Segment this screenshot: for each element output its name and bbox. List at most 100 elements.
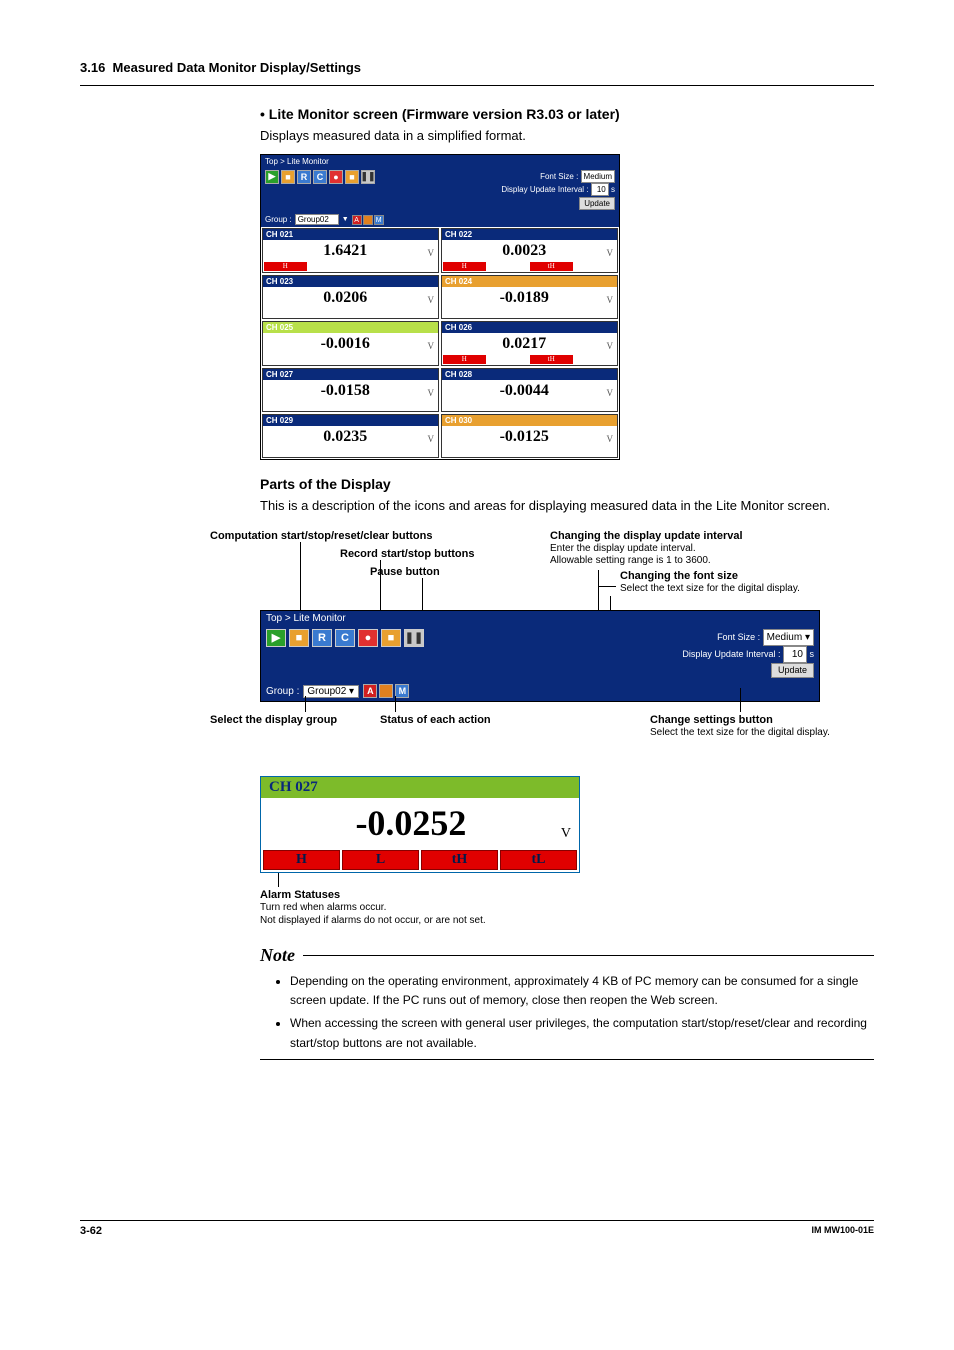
toolbar-button[interactable]: ■	[381, 629, 401, 647]
channel-tile: CH 027-0.0158V	[262, 368, 439, 412]
label-font-size: Changing the font size Select the text s…	[620, 570, 860, 594]
annot-breadcrumb: Top > Lite Monitor	[261, 611, 819, 626]
channel-tile: CH 030-0.0125V	[441, 414, 618, 458]
channel-tile: CH 0230.0206V	[262, 275, 439, 319]
section-title: Measured Data Monitor Display/Settings	[113, 60, 362, 75]
big-tile: CH 027 -0.0252 V HLtHtL	[260, 776, 580, 873]
alarm-flag: tH	[421, 850, 498, 870]
tile-unit: V	[428, 434, 435, 446]
alarm-flag: H	[443, 355, 486, 364]
note-end-rule	[260, 1059, 874, 1060]
doc-id: IM MW100-01E	[811, 1225, 874, 1237]
note-item: Depending on the operating environment, …	[290, 972, 874, 1010]
group-select[interactable]: Group02	[295, 214, 339, 225]
toolbar-button[interactable]: ■	[281, 170, 295, 184]
tile-unit: V	[607, 341, 614, 353]
annot-group-status: AM	[363, 684, 409, 698]
tile-channel: CH 022	[442, 229, 617, 240]
tile-unit: V	[428, 248, 435, 260]
content-area: Lite Monitor screen (Firmware version R3…	[260, 106, 874, 1060]
tile-value: 0.0023	[442, 242, 607, 260]
channel-tile: CH 022 0.0023V HtH	[441, 228, 618, 273]
alarm-flag	[574, 262, 617, 271]
tile-unit: V	[607, 248, 614, 260]
tile-channel: CH 024	[442, 276, 617, 287]
font-size-label: Font Size :	[540, 172, 578, 181]
note-item: When accessing the screen with general u…	[290, 1014, 874, 1052]
toolbar-button[interactable]: C	[313, 170, 327, 184]
annot-buttons: ▶■RC●■❚❚	[266, 629, 424, 647]
note-rule	[303, 955, 874, 956]
page-number: 3-62	[80, 1225, 102, 1237]
annot-interval-input[interactable]: 10	[783, 646, 807, 663]
tile-unit: V	[607, 434, 614, 446]
toolbar-button[interactable]: ▶	[265, 170, 279, 184]
tile-value: -0.0158	[263, 382, 428, 400]
status-indicator	[379, 684, 393, 698]
toolbar-button[interactable]: ❚❚	[361, 170, 375, 184]
toolbar-button[interactable]: R	[312, 629, 332, 647]
toolbar-button[interactable]: ▶	[266, 629, 286, 647]
channel-tile: CH 0290.0235V	[262, 414, 439, 458]
annot-toolbar-mid: ▶■RC●■❚❚ Font Size : Medium ▾ Display Up…	[261, 626, 819, 682]
annot-group-select[interactable]: Group02 ▾	[303, 685, 359, 698]
status-indicator: M	[374, 215, 384, 225]
alarm-flag: H	[264, 262, 307, 271]
toolbar-button[interactable]: ■	[345, 170, 359, 184]
toolbar-button[interactable]: ■	[289, 629, 309, 647]
group-label: Group :	[265, 215, 292, 224]
group-status-buttons: AM	[352, 215, 384, 225]
label-update-interval: Changing the display update interval Ent…	[550, 530, 800, 566]
toolbar-button[interactable]: C	[335, 629, 355, 647]
section-rule	[80, 85, 874, 86]
note-heading: Note	[260, 945, 874, 966]
alarm-flag: tL	[500, 850, 577, 870]
annot-group-label: Group :	[266, 686, 299, 697]
tile-value: -0.0044	[442, 382, 607, 400]
parts-text: This is a description of the icons and a…	[260, 496, 874, 516]
leader-line	[740, 688, 741, 712]
alarm-flag	[308, 262, 351, 271]
alarm-flag	[487, 262, 530, 271]
intro-text: Displays measured data in a simplified f…	[260, 126, 874, 146]
font-size-select[interactable]: Medium	[581, 170, 615, 183]
lite-toolbar: ▶■RC●■❚❚ Font Size : Medium Display Upda…	[261, 168, 619, 213]
toolbar-button[interactable]: ●	[358, 629, 378, 647]
toolbar-button[interactable]: ●	[329, 170, 343, 184]
parts-heading: Parts of the Display	[260, 476, 874, 492]
toolbar-buttons: ▶■RC●■❚❚	[265, 170, 375, 184]
tile-channel: CH 021	[263, 229, 438, 240]
tile-channel: CH 028	[442, 369, 617, 380]
status-indicator: M	[395, 684, 409, 698]
tile-channel: CH 023	[263, 276, 438, 287]
page-footer: 3-62 IM MW100-01E	[80, 1220, 874, 1237]
tile-value: 1.6421	[263, 242, 428, 260]
label-record: Record start/stop buttons	[340, 548, 474, 560]
tile-value: -0.0125	[442, 428, 607, 446]
leader-line	[395, 696, 396, 712]
alarm-caption-1: Turn red when alarms occur.	[260, 901, 874, 914]
tile-value: -0.0016	[263, 335, 428, 353]
tile-channel: CH 027	[263, 369, 438, 380]
label-select-group: Select the display group	[210, 714, 350, 726]
annot-bottom-labels: Select the display group Status of each …	[260, 708, 874, 750]
tile-value: 0.0235	[263, 428, 428, 446]
update-button[interactable]: Update	[579, 197, 615, 210]
annotated-toolbar-figure: Computation start/stop/reset/clear butto…	[260, 530, 874, 751]
toolbar-button[interactable]: ❚❚	[404, 629, 424, 647]
label-status: Status of each action	[380, 714, 491, 726]
big-tile-figure: CH 027 -0.0252 V HLtHtL Alarm Statuses T…	[260, 776, 874, 927]
group-row: Group : Group02▼ AM	[261, 212, 619, 227]
interval-input[interactable]: 10	[591, 183, 609, 196]
lite-monitor-screenshot: Top > Lite Monitor ▶■RC●■❚❚ Font Size : …	[260, 154, 620, 461]
channel-tile: CH 025-0.0016V	[262, 321, 439, 366]
tile-alarms: HtH	[442, 262, 617, 272]
leader-line	[278, 873, 279, 887]
label-change-settings: Change settings button Select the text s…	[650, 714, 880, 738]
annot-font-select[interactable]: Medium ▾	[763, 629, 814, 646]
toolbar-button[interactable]: R	[297, 170, 311, 184]
tile-alarms: HtH	[442, 355, 617, 365]
annot-update-button[interactable]: Update	[771, 663, 814, 679]
channel-grid: CH 0211.6421VHCH 0220.0023VHtHCH 0230.02…	[261, 227, 619, 459]
alarm-flag	[395, 262, 438, 271]
